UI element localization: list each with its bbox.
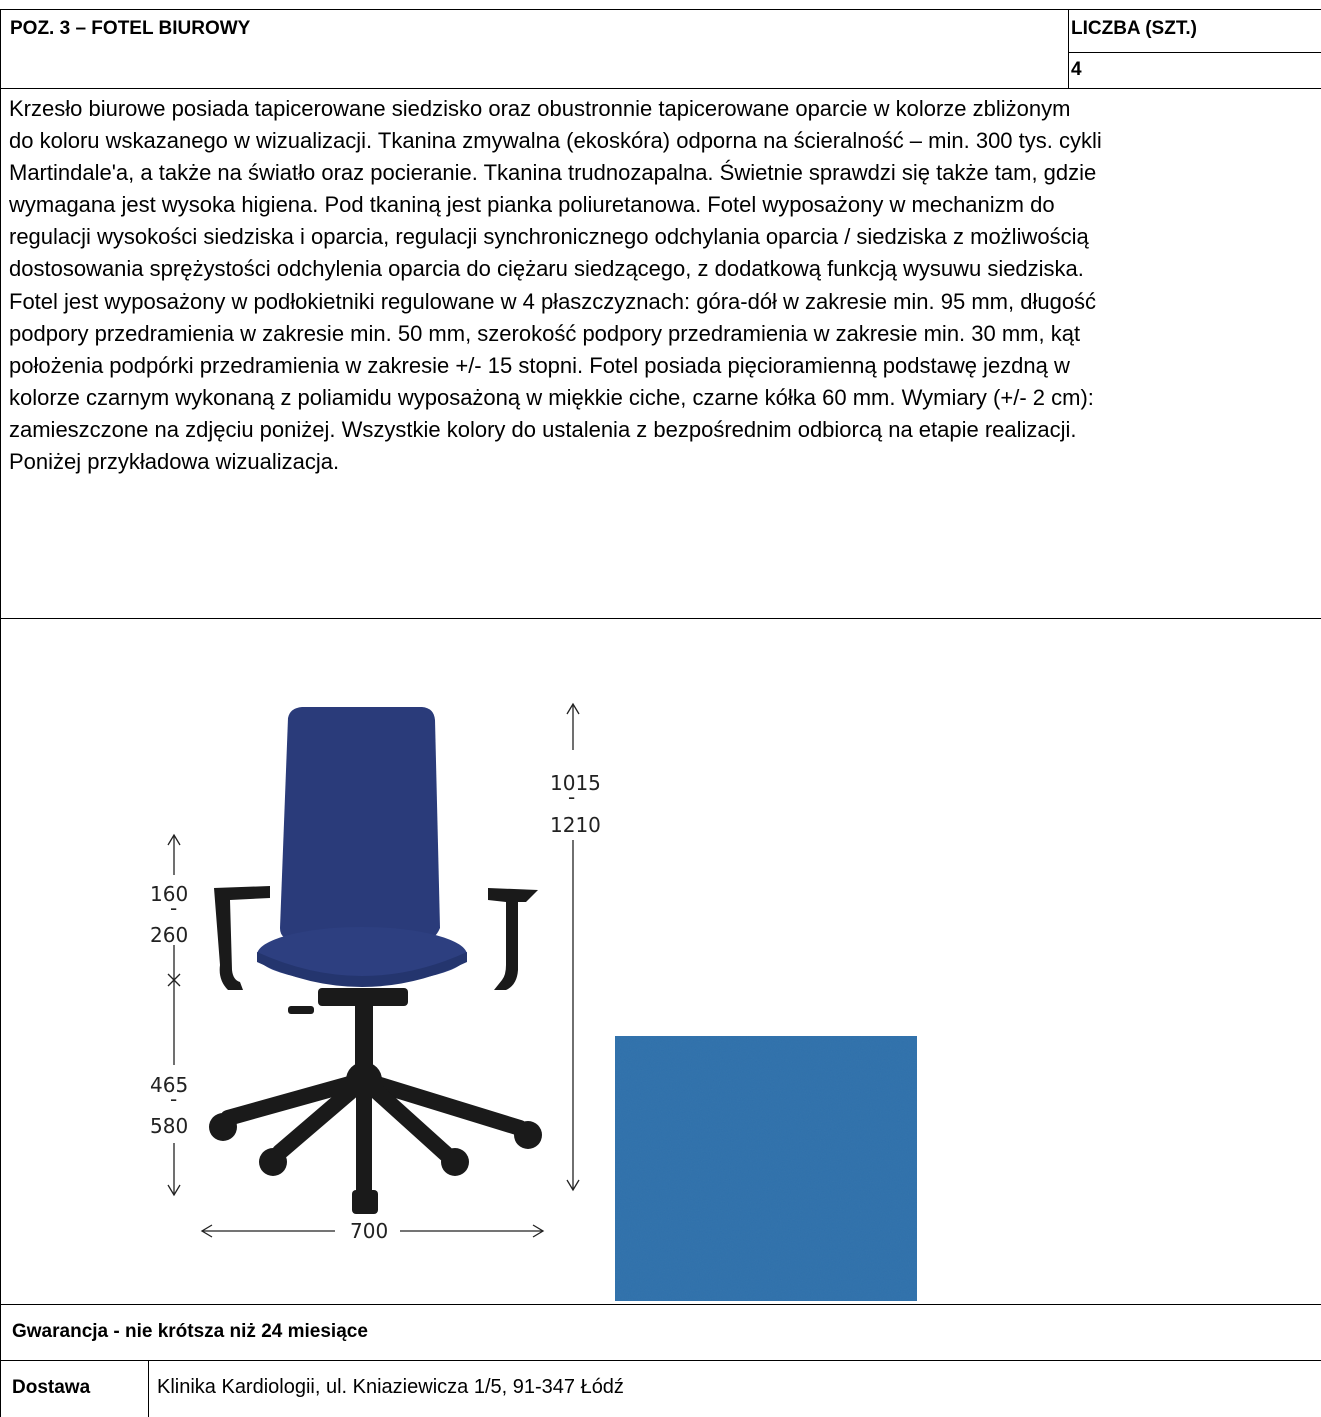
width-dimension bbox=[200, 1224, 545, 1238]
chair-base bbox=[220, 1072, 528, 1203]
left-border bbox=[0, 9, 1, 1417]
armrest-min-label: 160 bbox=[150, 882, 188, 906]
warranty-bottom-border bbox=[0, 1360, 1321, 1361]
description-line: kolorze czarnym wykonaną z poliamidu wyp… bbox=[9, 384, 1094, 410]
image-bottom-border bbox=[0, 1304, 1321, 1305]
fabric-color-sample bbox=[615, 1036, 917, 1301]
description-line: Krzesło biurowe posiada tapicerowane sie… bbox=[9, 96, 1071, 121]
delivery-address: Klinika Kardiologii, ul. Kniaziewicza 1/… bbox=[157, 1376, 624, 1398]
description-line: podpory przedramienia w zakresie min. 50… bbox=[9, 320, 1081, 346]
height-max-label: 1210 bbox=[550, 813, 600, 837]
armrest-max-label: 260 bbox=[150, 923, 188, 947]
description-line: do koloru wskazanego w wizualizacji. Tka… bbox=[9, 128, 1102, 154]
delivery-label: Dostawa bbox=[12, 1377, 91, 1398]
delivery-label-border bbox=[148, 1360, 149, 1417]
chair-armrest-right bbox=[488, 888, 538, 990]
chair-seat bbox=[257, 927, 467, 983]
seat-height-min-label: 465 bbox=[150, 1073, 188, 1097]
seat-height-max-label: 580 bbox=[150, 1114, 188, 1138]
top-border bbox=[0, 9, 1321, 10]
chair-backrest bbox=[280, 707, 440, 940]
chair-casters bbox=[209, 1113, 542, 1214]
seat-height-dimension bbox=[167, 990, 181, 1197]
chair-gas-lift bbox=[355, 1006, 373, 1076]
qty-divider bbox=[1069, 52, 1321, 53]
item-description: Krzesło biurowe posiada tapicerowane sie… bbox=[0, 89, 1321, 478]
description-line: zamieszczone na zdjęciu poniżej. Wszystk… bbox=[9, 416, 1077, 442]
description-line: dostosowania sprężystości odchylenia opa… bbox=[9, 256, 1084, 282]
item-title: POZ. 3 – FOTEL BIUROWY bbox=[10, 18, 251, 39]
armrest-dimension bbox=[167, 833, 181, 990]
width-label: 700 bbox=[350, 1219, 388, 1243]
chair-armrest-left bbox=[214, 886, 270, 990]
description-bottom-border bbox=[0, 618, 1321, 619]
warranty-text: Gwarancja - nie krótsza niż 24 miesiące bbox=[12, 1321, 368, 1342]
description-line: Poniżej przykładowa wizualizacja. bbox=[9, 449, 340, 475]
quantity-label: LICZBA (SZT.) bbox=[1071, 18, 1197, 39]
description-line: regulacji wysokości siedziska i oparcia,… bbox=[9, 224, 1089, 250]
height-min-label: 1015 bbox=[550, 771, 600, 795]
description-line: Fotel jest wyposażony w podłokietniki re… bbox=[9, 288, 1097, 314]
chair-mechanism bbox=[318, 988, 408, 1006]
quantity-value: 4 bbox=[1071, 59, 1082, 80]
header-bottom-border bbox=[0, 88, 1321, 89]
description-line: wymagana jest wysoka higiena. Pod tkanin… bbox=[9, 192, 1055, 218]
svg-text:-: - bbox=[568, 785, 575, 809]
description-line: położenia podpórki przedramienia w zakre… bbox=[9, 352, 1070, 378]
chair-dimension-drawing: 1015 - 1210 160 - 260 465 - 580 bbox=[150, 702, 600, 1243]
svg-text:-: - bbox=[170, 1087, 177, 1111]
description-line: Martindale'a, a także na światło oraz po… bbox=[9, 160, 1097, 186]
svg-text:-: - bbox=[170, 896, 177, 920]
height-dimension bbox=[566, 702, 580, 1192]
qty-column-border bbox=[1068, 9, 1069, 89]
